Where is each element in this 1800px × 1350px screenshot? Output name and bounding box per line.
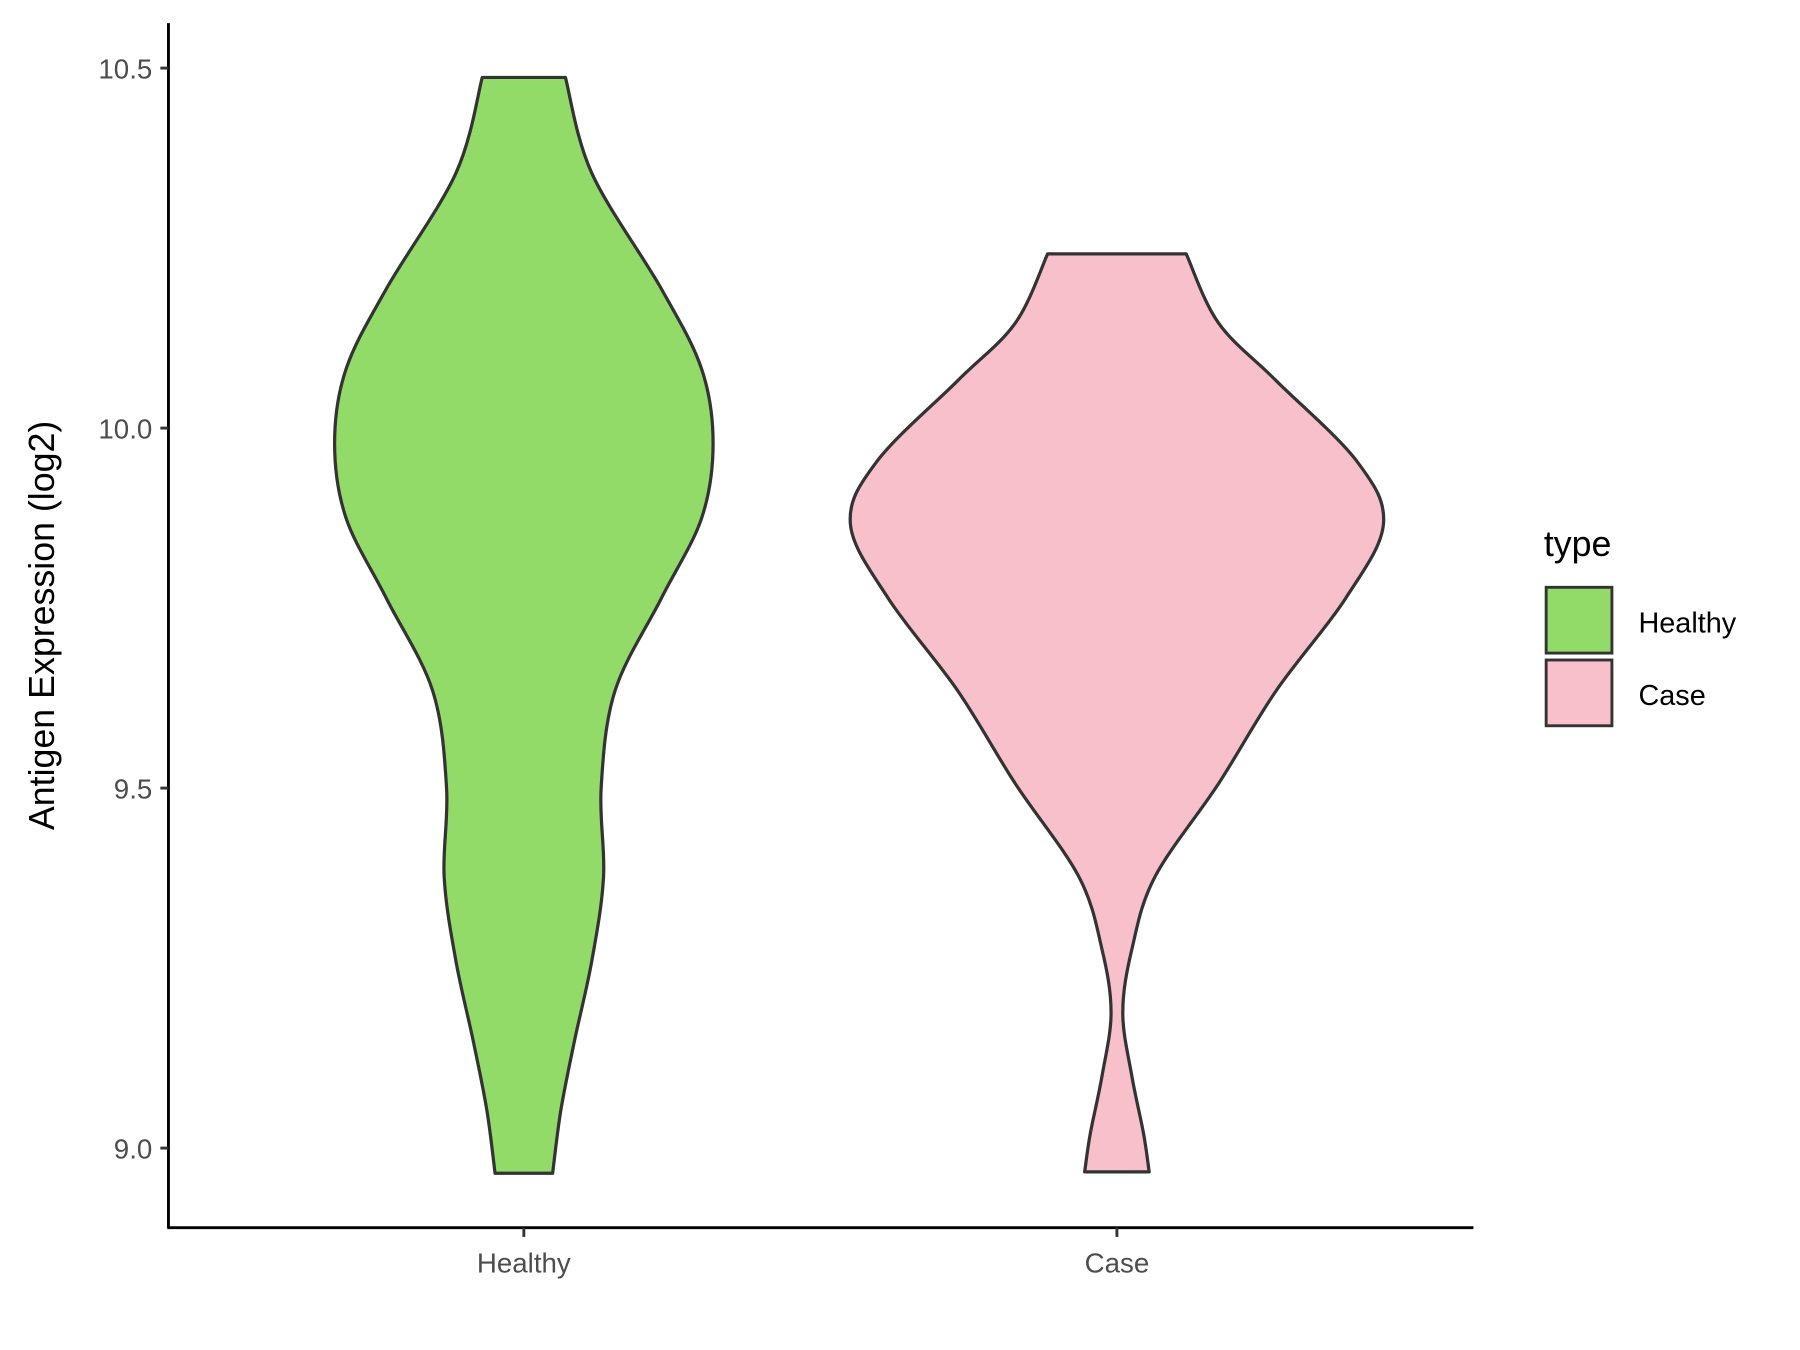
legend-label-healthy: Healthy xyxy=(1638,607,1736,639)
legend: type Healthy Case xyxy=(1544,524,1737,728)
legend-key-healthy xyxy=(1544,585,1614,655)
y-tick-label: 9.5 xyxy=(114,773,152,804)
x-ticks: Healthy Case xyxy=(477,1227,1150,1279)
legend-title: type xyxy=(1544,524,1612,564)
legend-label-case: Case xyxy=(1638,680,1705,712)
x-tick-label-healthy: Healthy xyxy=(477,1248,571,1279)
violin-case xyxy=(848,252,1386,1174)
y-tick-label: 10.5 xyxy=(98,53,152,84)
y-tick-label: 10.0 xyxy=(98,413,152,444)
x-tick-label-case: Case xyxy=(1085,1248,1150,1279)
violin-healthy xyxy=(332,75,715,1175)
y-ticks: 9.0 9.5 10.0 10.5 xyxy=(98,53,169,1164)
y-axis-label: Antigen Expression (log2) xyxy=(22,421,62,830)
y-tick-label: 9.0 xyxy=(114,1133,152,1164)
violins xyxy=(332,75,1386,1175)
legend-key-case xyxy=(1544,658,1614,728)
